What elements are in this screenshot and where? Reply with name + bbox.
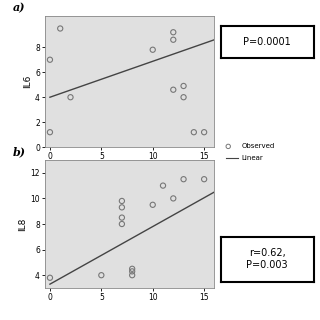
Point bbox=[68, 95, 73, 100]
Text: a): a) bbox=[13, 2, 25, 13]
Point bbox=[181, 95, 186, 100]
Point bbox=[202, 130, 207, 135]
Point bbox=[181, 84, 186, 89]
Point bbox=[191, 130, 196, 135]
Text: Observed: Observed bbox=[241, 143, 275, 149]
Point bbox=[47, 275, 52, 280]
Point bbox=[47, 57, 52, 62]
Point bbox=[47, 130, 52, 135]
Point bbox=[181, 177, 186, 182]
Point bbox=[150, 202, 155, 207]
Y-axis label: IL8: IL8 bbox=[19, 217, 28, 231]
Point bbox=[119, 205, 124, 210]
Y-axis label: IL6: IL6 bbox=[23, 75, 32, 88]
Point bbox=[160, 183, 165, 188]
Text: r=0.62,
P=0.003: r=0.62, P=0.003 bbox=[246, 248, 288, 270]
Point bbox=[171, 196, 176, 201]
Text: P=0.0001: P=0.0001 bbox=[243, 36, 291, 47]
Point bbox=[119, 198, 124, 204]
Point bbox=[171, 30, 176, 35]
Point bbox=[150, 47, 155, 52]
Point bbox=[58, 26, 63, 31]
Point bbox=[99, 273, 104, 278]
Point bbox=[202, 177, 207, 182]
Point bbox=[119, 215, 124, 220]
X-axis label: HRCT-GG score: HRCT-GG score bbox=[96, 164, 164, 173]
Point bbox=[130, 266, 135, 271]
Point bbox=[130, 269, 135, 274]
Point bbox=[130, 273, 135, 278]
Text: b): b) bbox=[13, 146, 26, 157]
Point bbox=[119, 221, 124, 227]
Point bbox=[171, 87, 176, 92]
Point bbox=[171, 37, 176, 42]
Text: Linear: Linear bbox=[241, 155, 263, 161]
